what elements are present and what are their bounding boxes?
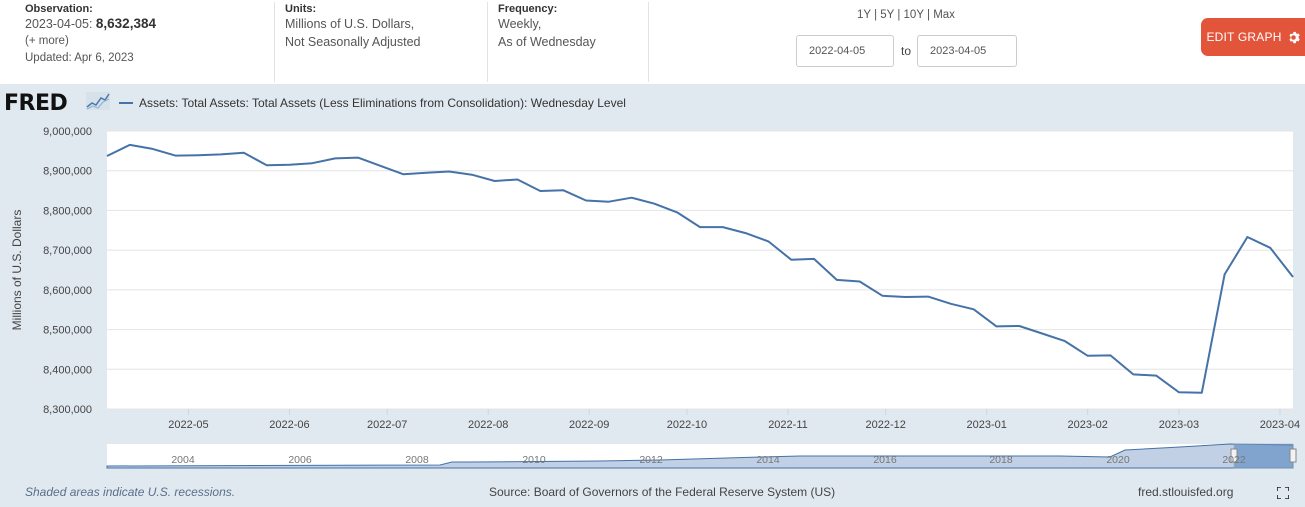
observation-value-line: 2023-04-05: 8,632,384 [25,15,156,33]
recession-note: Shaded areas indicate U.S. recessions. [25,485,236,499]
frequency-line-2: As of Wednesday [498,35,596,49]
x-tick-label: 2023-04 [1260,419,1300,431]
observation-value: 8,632,384 [95,16,156,31]
updated-date: Updated: Apr 6, 2023 [25,52,134,64]
y-axis-ticks: 8,300,000 8,400,000 8,500,000 8,600,000 8,70… [43,126,92,416]
x-tick-label: 2022-08 [468,419,508,431]
navigator-ticks: 2004 2006 2008 2010 2012 2014 2016 2018 2020 2022 [171,454,1246,466]
navigator-left-handle[interactable] [1230,448,1238,463]
frequency-label: Frequency: [498,3,558,15]
fred-logo-icon [86,92,110,110]
edit-graph-label: EDIT GRAPH [1206,30,1282,44]
range-1y-button[interactable]: 1Y [857,9,871,21]
source-note: Source: Board of Governors of the Federa… [489,485,836,499]
range-separator: | [927,9,930,21]
frequency-line-1: Weekly, [498,17,542,31]
units-label: Units: [285,3,317,15]
x-tick-label: 2022-09 [569,419,609,431]
x-tick-label: 2022-10 [667,419,707,431]
x-tick-label: 2023-03 [1159,419,1199,431]
navigator-tick-label: 2020 [1106,454,1130,466]
fred-logo[interactable]: FRED [4,91,68,116]
units-line-2: Not Seasonally Adjusted [285,35,421,49]
navigator-tick-label: 2022 [1222,454,1246,466]
y-tick-label: 8,700,000 [43,245,92,257]
y-tick-label: 8,300,000 [43,404,92,416]
header-divider [487,2,488,82]
end-date-input[interactable] [917,35,1017,67]
legend-series-label: Assets: Total Assets: Total Assets (Less… [139,96,626,110]
navigator-tick-label: 2016 [873,454,897,466]
range-10y-button[interactable]: 10Y [903,9,924,21]
units-block: Units: Millions of U.S. Dollars, Not Sea… [285,0,421,82]
start-date-input[interactable] [796,35,894,67]
range-max-button[interactable]: Max [933,9,955,21]
navigator-tick-label: 2018 [989,454,1013,466]
grid-lines [107,130,1293,410]
observation-label: Observation: [25,3,93,15]
fred-url-link[interactable]: fred.stlouisfed.org [1138,485,1234,499]
navigator-tick-label: 2004 [171,454,195,466]
chart-svg: 8,300,000 8,400,000 8,500,000 8,600,000 8,70… [10,126,1300,469]
x-tick-label: 2023-01 [967,419,1007,431]
observation-block: Observation: 2023-04-05: 8,632,384 (+ mo… [25,0,156,82]
range-selector: 1Y | 5Y | 10Y | Max [857,9,955,21]
y-tick-label: 8,800,000 [43,205,92,217]
navigator-tick-label: 2006 [288,454,312,466]
x-tick-label: 2022-05 [168,419,208,431]
range-separator: | [897,9,901,21]
navigator-selection[interactable] [1233,443,1294,469]
navigator-tick-label: 2012 [639,454,663,466]
navigator-tick-label: 2010 [522,454,546,466]
range-5y-button[interactable]: 5Y [880,9,895,21]
chart-legend: Assets: Total Assets: Total Assets (Less… [119,96,626,110]
graph-header: Observation: 2023-04-05: 8,632,384 (+ mo… [0,0,1305,83]
y-tick-label: 8,500,000 [43,325,92,337]
y-tick-label: 8,900,000 [43,166,92,178]
navigator-tick-label: 2008 [405,454,429,466]
edit-graph-button[interactable]: EDIT GRAPH [1201,18,1305,56]
x-axis-ticks: 2022-05 2022-06 2022-07 2022-08 2022-09 2022-… [168,409,1300,431]
fullscreen-icon[interactable] [1277,487,1289,499]
series-line [106,143,1294,394]
x-tick-label: 2022-11 [768,419,808,431]
plot-background [107,131,1293,409]
y-tick-label: 9,000,000 [43,126,92,138]
x-tick-label: 2022-07 [367,419,407,431]
x-tick-label: 2022-06 [269,419,309,431]
observation-more-link[interactable]: (+ more) [25,35,69,47]
observation-date: 2023-04-05: [25,17,93,31]
gear-icon [1289,31,1300,43]
to-label: to [901,44,912,58]
navigator-right-handle[interactable] [1289,448,1297,463]
header-divider [648,2,649,82]
x-tick-label: 2022-12 [866,419,906,431]
header-divider [274,2,275,82]
frequency-block: Frequency: Weekly, As of Wednesday [498,0,596,82]
units-line-1: Millions of U.S. Dollars, [285,17,415,31]
x-tick-label: 2023-02 [1068,419,1108,431]
y-axis-label: Millions of U.S. Dollars [10,210,24,331]
y-tick-label: 8,400,000 [43,364,92,376]
legend-swatch [119,102,133,104]
navigator-tick-label: 2014 [756,454,780,466]
range-separator: | [874,9,878,21]
y-tick-label: 8,600,000 [43,285,92,297]
